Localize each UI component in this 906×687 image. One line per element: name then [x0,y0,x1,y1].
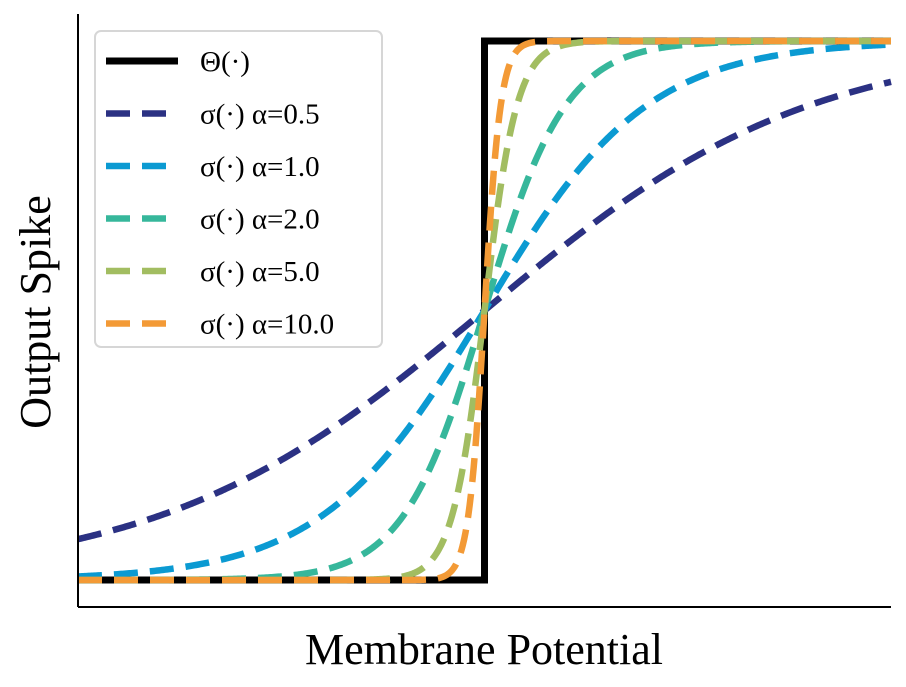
legend: Θ(·) σ(·) α=0.5 σ(·) α=1.0 σ(·) α=2.0 σ(·) α… [94,30,383,348]
legend-entry-sigmoid-alpha-2: σ(·) α=2.0 [106,204,320,236]
legend-entries: Θ(·) σ(·) α=0.5 σ(·) α=1.0 σ(·) α=2.0 σ(·) α… [106,46,334,341]
x-axis-title: Membrane Potential [305,625,663,674]
legend-label: σ(·) α=2.0 [200,204,320,236]
legend-box [94,30,383,348]
legend-entry-heaviside: Θ(·) [106,46,250,78]
legend-label: σ(·) α=5.0 [200,256,320,288]
y-axis-title: Output Spike [11,195,60,428]
legend-label: Θ(·) [200,46,250,78]
legend-entry-sigmoid-alpha-10: σ(·) α=10.0 [106,309,334,341]
series-line-sigmoid-alpha-5 [78,37,891,584]
legend-label: σ(·) α=10.0 [200,309,334,341]
legend-entry-sigmoid-alpha-5: σ(·) α=5.0 [106,256,320,288]
legend-entry-sigmoid-alpha-1: σ(·) α=1.0 [106,151,320,183]
legend-label: σ(·) α=0.5 [200,99,320,131]
legend-entry-sigmoid-alpha-0-5: σ(·) α=0.5 [106,99,320,131]
legend-label: σ(·) α=1.0 [200,151,320,183]
series-layer [77,37,892,584]
